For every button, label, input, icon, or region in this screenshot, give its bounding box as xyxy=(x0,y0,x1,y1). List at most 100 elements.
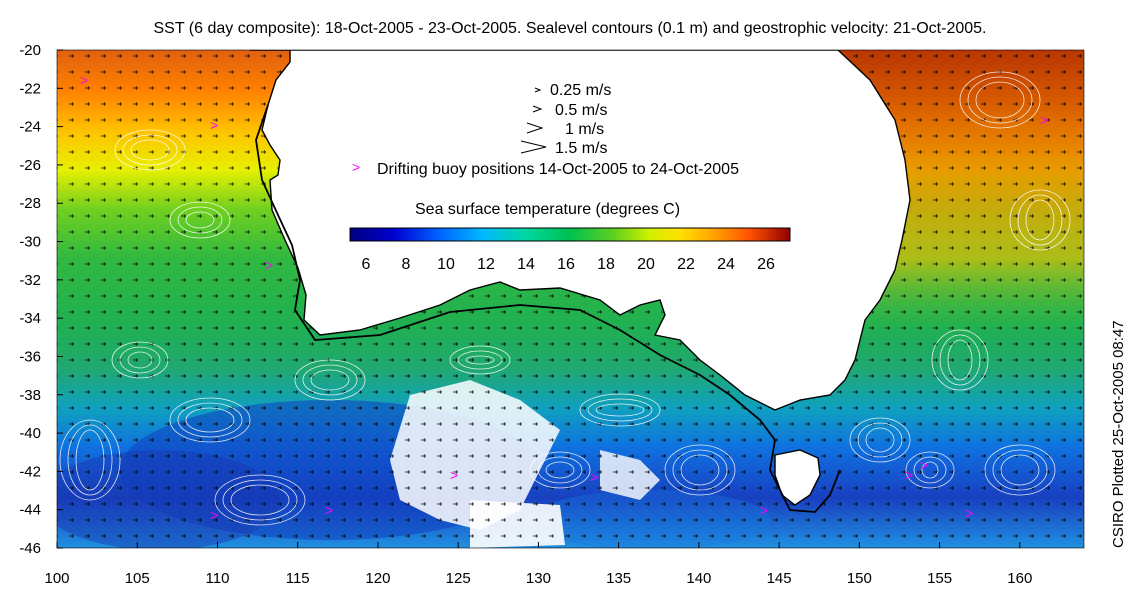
x-tick-label: 120 xyxy=(365,570,390,587)
x-tick-label: 115 xyxy=(286,570,310,587)
sealevel-contour xyxy=(1025,199,1055,241)
legend-speed-label: 1.5 m/s xyxy=(555,140,607,157)
colorbar-tick-label: 14 xyxy=(517,256,535,273)
y-axis: -20 -22 -24 -26 -28 -30 -32 -34 -36 -38 -40 -42 -44 -… xyxy=(19,42,63,557)
sealevel-contour xyxy=(905,451,955,489)
x-tick-label: 135 xyxy=(606,570,631,587)
buoy-marker: > xyxy=(905,467,913,483)
sealevel-contour xyxy=(294,359,366,401)
sealevel-contour xyxy=(1009,189,1071,251)
sealevel-contour xyxy=(1000,454,1040,486)
y-tick-label: -36 xyxy=(19,348,41,365)
sealevel-contour xyxy=(185,407,235,433)
sealevel-contour xyxy=(857,422,903,458)
sealevel-contour xyxy=(465,355,495,365)
buoy-legend-label: Drifting buoy positions 14-Oct-2005 to 2… xyxy=(377,161,739,178)
buoy-marker: > xyxy=(80,72,88,88)
sealevel-contour xyxy=(59,419,121,501)
x-tick-label: 160 xyxy=(1007,570,1032,587)
sealevel-contour xyxy=(119,346,161,374)
sealevel-contour xyxy=(967,76,1033,124)
colorbar-tick-label: 22 xyxy=(677,256,695,273)
sealevel-contour xyxy=(672,449,728,491)
sealevel-contour xyxy=(913,456,947,484)
y-tick-label: -20 xyxy=(19,42,41,59)
sealevel-contour xyxy=(67,424,113,496)
map-title: SST (6 day composite): 18-Oct-2005 - 23-… xyxy=(153,20,987,37)
colorbar: Sea surface temperature (degrees C) 6 8 10… xyxy=(349,201,791,273)
colorbar-bar xyxy=(349,227,791,242)
buoy-marker: > xyxy=(965,505,973,521)
y-tick-label: -46 xyxy=(19,540,41,557)
colorbar-tick-label: 16 xyxy=(557,256,575,273)
sealevel-contour xyxy=(302,364,358,396)
buoy-marker: > xyxy=(1040,112,1048,128)
buoy-marker: > xyxy=(210,507,218,523)
x-tick-label: 125 xyxy=(446,570,471,587)
x-tick-label: 140 xyxy=(686,570,711,587)
x-tick-label: 100 xyxy=(44,570,69,587)
sealevel-contour xyxy=(185,211,215,229)
y-tick-label: -32 xyxy=(19,272,41,289)
plot-frame xyxy=(56,49,1085,549)
y-tick-label: -44 xyxy=(19,502,41,519)
sealevel-contour xyxy=(75,429,105,491)
speed-arrow-icon xyxy=(520,140,547,154)
colorbar-tick-label: 12 xyxy=(477,256,495,273)
sealevel-contour xyxy=(130,139,170,161)
colorbar-ticks: 6 8 10 12 14 16 18 20 22 24 26 xyxy=(362,256,775,273)
x-tick-label: 145 xyxy=(767,570,792,587)
sealevel-contour xyxy=(230,484,290,516)
speed-arrow-icon xyxy=(526,122,544,134)
sealevel-contour xyxy=(114,129,186,171)
sealevel-contour xyxy=(169,397,251,443)
buoy-marker: > xyxy=(265,257,273,273)
tasmania-land xyxy=(774,449,821,506)
buoy-marker: > xyxy=(325,502,333,518)
shelf-isobath xyxy=(255,104,841,513)
sealevel-contour xyxy=(849,417,911,463)
sealevel-contour xyxy=(931,329,989,391)
sealevel-contour xyxy=(111,341,169,379)
x-tick-label: 105 xyxy=(125,570,150,587)
y-tick-label: -30 xyxy=(19,234,41,251)
y-tick-label: -40 xyxy=(19,425,41,442)
y-tick-label: -42 xyxy=(19,463,41,480)
x-axis: 100 105 110 115 120 125 130 135 140 145 150 155 160 xyxy=(44,542,1032,587)
colorbar-tick-label: 8 xyxy=(402,256,411,273)
sealevel-contour xyxy=(959,71,1041,129)
sealevel-contour xyxy=(127,351,153,369)
buoy-marker: > xyxy=(760,502,768,518)
velocity-legend: 0.25 m/s 0.5 m/s 1 m/s 1.5 m/s > Driftin… xyxy=(352,82,739,178)
legend-speed-label: 0.25 m/s xyxy=(550,82,611,99)
colorbar-title: Sea surface temperature (degrees C) xyxy=(415,201,680,218)
colorbar-tick-label: 6 xyxy=(362,256,371,273)
sealevel-contour xyxy=(865,427,895,453)
sealevel-contour xyxy=(545,461,575,479)
sealevel-contour xyxy=(122,134,178,166)
sealevel-contour xyxy=(680,454,720,486)
y-tick-label: -38 xyxy=(19,387,41,404)
y-tick-label: -28 xyxy=(19,195,41,212)
x-tick-label: 130 xyxy=(526,570,551,587)
buoy-marker-icon: > xyxy=(352,159,360,175)
sealevel-contour xyxy=(984,444,1056,496)
sealevel-contour xyxy=(222,479,298,521)
plot-area: > > > > > > > > > > > > xyxy=(57,50,1084,548)
sealevel-contour xyxy=(975,81,1025,119)
buoy-marker: > xyxy=(590,469,598,485)
sealevel-contour xyxy=(921,461,939,479)
legend-speed-label: 1 m/s xyxy=(565,121,604,138)
y-tick-label: -24 xyxy=(19,119,41,136)
sealevel-contour xyxy=(177,206,223,234)
sealevel-contour xyxy=(1017,194,1063,246)
sealevel-contour xyxy=(595,403,645,417)
sealevel-contour xyxy=(310,369,350,391)
colorbar-tick-label: 24 xyxy=(717,256,735,273)
y-tick-label: -34 xyxy=(19,310,41,327)
colorbar-tick-label: 26 xyxy=(757,256,775,273)
sealevel-contour xyxy=(529,451,591,489)
y-tick-label: -26 xyxy=(19,157,41,174)
y-tick-label: -22 xyxy=(19,80,41,97)
